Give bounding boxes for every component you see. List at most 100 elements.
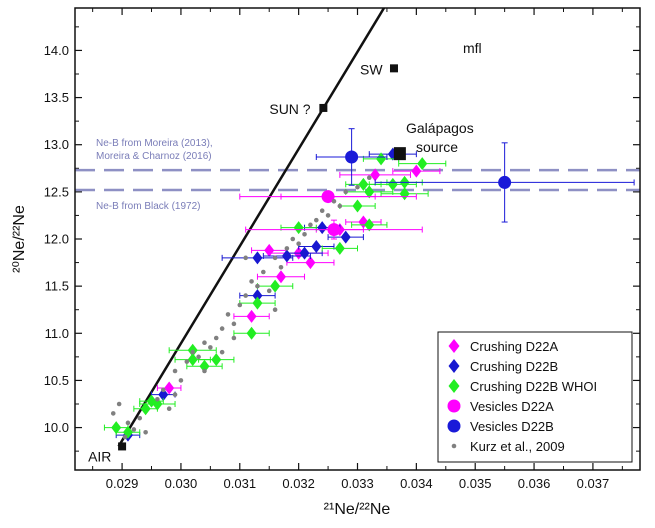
- legend-label: Crushing D22A: [470, 339, 558, 354]
- legend-swatch: [448, 359, 460, 373]
- dot-marker: [231, 335, 237, 341]
- circle-marker: [321, 190, 335, 204]
- y-tick-label: 13.0: [44, 137, 69, 152]
- y-tick-label: 13.5: [44, 90, 69, 105]
- diamond-marker: [293, 221, 304, 235]
- dot-marker: [284, 246, 290, 251]
- air-marker: [118, 442, 127, 451]
- dot-marker: [202, 340, 207, 346]
- diamond-marker: [370, 168, 381, 182]
- diamond-marker: [164, 381, 175, 395]
- dot-marker: [331, 198, 337, 204]
- diamond-marker: [299, 246, 310, 260]
- dot-marker: [184, 359, 190, 364]
- diamond-marker: [352, 199, 363, 213]
- galapagos-label: source: [416, 139, 458, 155]
- dot-marker: [166, 406, 172, 412]
- dot-marker: [143, 429, 148, 435]
- dot-marker: [116, 401, 122, 407]
- diamond-marker: [158, 388, 169, 402]
- legend-label: Crushing D22B: [470, 359, 558, 374]
- x-tick-label: 0.036: [518, 476, 551, 491]
- data-series: [103, 128, 635, 442]
- diamond-marker: [275, 270, 286, 284]
- dot-marker: [190, 349, 196, 355]
- dot-marker: [314, 217, 319, 223]
- legend: Crushing D22A Crushing D22B Crushing D22B …: [437, 331, 633, 463]
- dot-marker: [343, 189, 349, 195]
- y-tick-label: 11.5: [45, 279, 69, 294]
- diamond-marker: [140, 402, 151, 416]
- dot-marker: [178, 378, 184, 383]
- diamond-marker: [246, 309, 257, 323]
- dot-marker: [243, 293, 248, 298]
- dot-marker: [122, 434, 128, 440]
- x-tick-label: 0.035: [459, 476, 492, 491]
- diamond-marker: [305, 256, 316, 270]
- legend-label: Vesicles D22A: [470, 399, 554, 414]
- reference-label: Moreira & Charnoz (2016): [96, 151, 212, 162]
- diamond-marker: [334, 241, 345, 255]
- series-vesicles-d22b: [315, 128, 635, 223]
- legend-swatch: [447, 399, 461, 413]
- series-crushing-d22b-whoi: [103, 152, 447, 439]
- series-vesicles-d22a: [239, 190, 423, 240]
- dot-marker: [366, 175, 372, 181]
- dot-marker: [243, 255, 248, 261]
- diamond-marker: [317, 221, 328, 235]
- x-tick-label: 0.031: [224, 476, 257, 491]
- diamond-marker: [187, 353, 198, 367]
- galapagos-marker: [393, 147, 406, 161]
- dot-marker: [231, 321, 237, 327]
- dot-marker: [302, 231, 307, 237]
- diamond-marker: [252, 251, 263, 265]
- dot-marker: [278, 264, 284, 270]
- x-tick-label: 0.032: [282, 476, 315, 491]
- dot-marker: [355, 184, 360, 190]
- dot-marker: [266, 288, 272, 294]
- diamond-marker: [411, 164, 422, 178]
- mfl-line: [117, 8, 386, 448]
- circle-marker: [327, 223, 341, 237]
- x-tick-label: 0.030: [165, 476, 198, 491]
- sw-label: SW: [360, 61, 383, 77]
- dot-marker: [325, 213, 331, 218]
- annotations: Ne-B from Moreira (2013), Moreira & Charn…: [88, 40, 482, 464]
- diamond-marker: [358, 177, 369, 191]
- legend-swatch: [451, 443, 457, 449]
- dot-marker: [213, 335, 219, 341]
- legend-swatch: [447, 419, 461, 433]
- dot-marker: [172, 392, 178, 397]
- dot-marker: [225, 312, 231, 317]
- dot-marker: [196, 354, 201, 360]
- reference-lines: [75, 168, 640, 192]
- diamond-marker: [264, 243, 275, 257]
- circle-marker: [345, 150, 359, 164]
- dot-marker: [255, 283, 260, 289]
- axes: 0.029 0.030 0.031 0.032 0.033 0.034 0.035 0.036…: [44, 8, 640, 491]
- diamond-marker: [387, 177, 398, 191]
- diamond-marker: [211, 353, 222, 367]
- dot-marker: [308, 222, 313, 228]
- dot-marker: [272, 307, 278, 313]
- y-tick-label: 10.5: [44, 373, 69, 388]
- dot-marker: [219, 349, 225, 355]
- y-tick-label: 12.0: [44, 232, 69, 247]
- diamond-marker: [340, 230, 351, 244]
- diamond-marker: [199, 359, 210, 373]
- dot-marker: [131, 427, 137, 432]
- legend-label: Vesicles D22B: [470, 419, 554, 434]
- dot-marker: [110, 411, 116, 416]
- x-tick-label: 0.033: [341, 476, 374, 491]
- dot-marker: [290, 236, 296, 242]
- mfl-label: mfl: [463, 40, 482, 56]
- y-tick-label: 10.0: [44, 420, 69, 435]
- mass-fractionation-line: [117, 8, 386, 448]
- galapagos-label: Galápagos: [406, 120, 474, 136]
- reference-label: Ne-B from Black (1972): [96, 201, 200, 212]
- diamond-marker: [364, 218, 375, 232]
- y-axis-title: ²⁰Ne/²²Ne: [11, 205, 28, 273]
- dot-marker: [208, 345, 213, 350]
- dot-marker: [155, 396, 160, 402]
